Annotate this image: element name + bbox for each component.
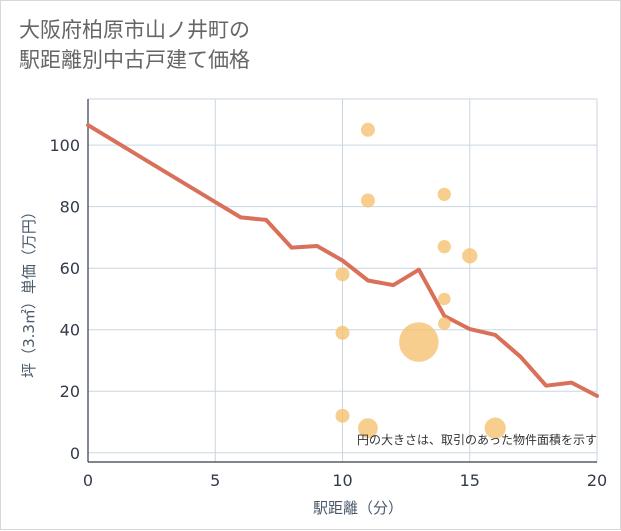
data-point-bubble xyxy=(399,322,439,362)
y-tick-label: 80 xyxy=(60,198,80,217)
avg-price-line xyxy=(86,123,599,398)
y-tick-label: 100 xyxy=(49,136,80,155)
axes xyxy=(87,99,597,463)
data-point-bubble xyxy=(437,187,451,202)
y-tick-label: 20 xyxy=(60,382,80,401)
y-axis-label: 坪（3.3㎡）単価（万円） xyxy=(20,204,38,378)
data-point-bubble xyxy=(462,248,478,264)
chart-title-line-1: 大阪府柏原市山ノ井町の xyxy=(19,18,250,42)
data-point-bubble xyxy=(335,408,350,423)
data-point-bubble xyxy=(335,325,350,340)
data-point-bubble xyxy=(335,267,350,282)
data-point-bubble xyxy=(360,122,375,137)
line-series xyxy=(86,123,599,398)
y-tick-label: 0 xyxy=(70,444,80,463)
size-note: 円の大きさは、取引のあった物件面積を示す xyxy=(357,432,597,447)
data-point-bubble xyxy=(360,193,375,208)
data-point-bubble xyxy=(484,417,506,439)
x-axis-label: 駅距離（分） xyxy=(313,499,403,517)
chart-title: 大阪府柏原市山ノ井町の 駅距離別中古戸建て価格 xyxy=(19,15,579,75)
data-point-bubble xyxy=(438,317,451,330)
y-tick-label: 40 xyxy=(60,321,80,340)
chart-title-line-2: 駅距離別中古戸建て価格 xyxy=(19,48,250,72)
x-tick-label: 20 xyxy=(587,471,607,490)
x-tick-label: 10 xyxy=(332,471,352,490)
y-tick-label: 60 xyxy=(60,259,80,278)
tick-labels: 0 5 10 15 20 0 20 40 60 80 100 xyxy=(49,136,607,490)
bubble-series xyxy=(335,122,506,439)
data-point-bubble xyxy=(438,292,451,306)
data-point-bubble xyxy=(437,240,451,254)
x-tick-label: 0 xyxy=(83,471,93,490)
x-tick-label: 5 xyxy=(210,471,220,490)
x-tick-label: 15 xyxy=(460,471,480,490)
data-point-bubble xyxy=(358,418,378,439)
